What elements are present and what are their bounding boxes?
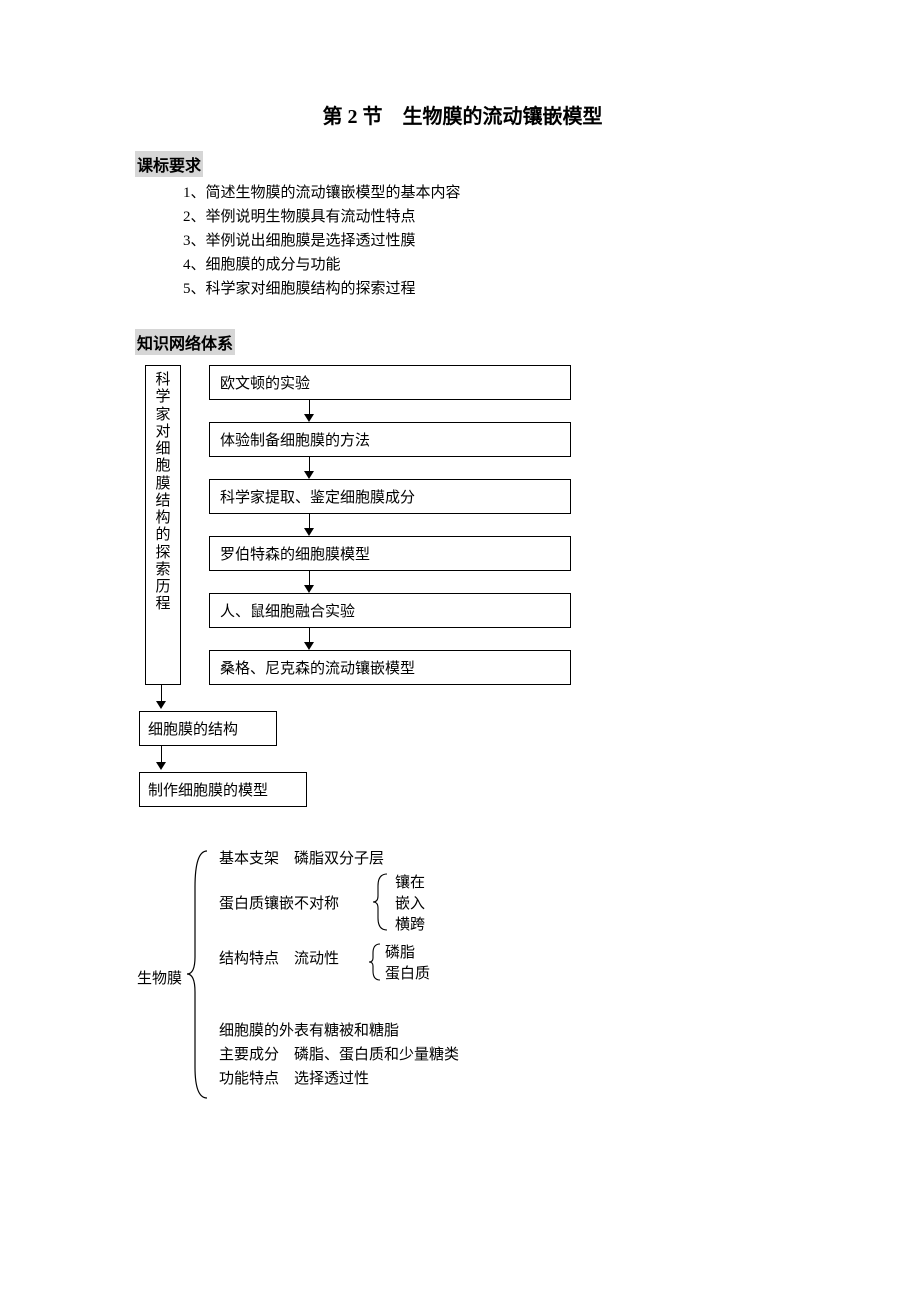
- arrow-down-icon: [145, 746, 179, 772]
- vertical-char: 索: [146, 562, 180, 579]
- flow-bottom-box: 细胞膜的结构: [139, 711, 277, 746]
- tree-node: 结构特点 流动性: [219, 947, 339, 968]
- vertical-char: 细: [146, 441, 180, 458]
- flow-step: 体验制备细胞膜的方法: [209, 422, 571, 457]
- vertical-char: 对: [146, 424, 180, 441]
- vertical-char: 探: [146, 545, 180, 562]
- flow-bottom-box: 制作细胞膜的模型: [139, 772, 307, 807]
- flow-step: 桑格、尼克森的流动镶嵌模型: [209, 650, 571, 685]
- vertical-char: 家: [146, 407, 180, 424]
- tree-node: 细胞膜的外表有糖被和糖脂: [219, 1019, 399, 1040]
- vertical-char: 的: [146, 527, 180, 544]
- arrow-down-icon: [209, 400, 549, 422]
- flow-steps: 欧文顿的实验 体验制备细胞膜的方法 科学家提取、鉴定细胞膜成分 罗伯特森的细胞膜…: [209, 365, 571, 685]
- tree-node: 主要成分 磷脂、蛋白质和少量糖类: [219, 1043, 459, 1064]
- req-list: 1、简述生物膜的流动镶嵌模型的基本内容 2、举例说明生物膜具有流动性特点 3、举…: [183, 181, 790, 301]
- req-item: 3、举例说出细胞膜是选择透过性膜: [183, 229, 790, 253]
- flow-top-row: 科 学 家 对 细 胞 膜 结 构 的 探 索 历 程 欧文顿的实验 体验制备细…: [145, 365, 790, 685]
- flow-step: 人、鼠细胞融合实验: [209, 593, 571, 628]
- flow-step: 科学家提取、鉴定细胞膜成分: [209, 479, 571, 514]
- vertical-char: 结: [146, 493, 180, 510]
- brace-tree: 生物膜 基本支架 磷脂双分子层 蛋白质镶嵌不对称 镶在 嵌入 横跨 结构特点 流…: [137, 847, 790, 1107]
- tree-leaf: 嵌入: [395, 892, 425, 913]
- requirements-section: 课标要求 1、简述生物膜的流动镶嵌模型的基本内容 2、举例说明生物膜具有流动性特…: [135, 151, 790, 301]
- vertical-char: 学: [146, 389, 180, 406]
- vertical-char: 历: [146, 579, 180, 596]
- vertical-char: 胞: [146, 458, 180, 475]
- arrow-down-icon: [209, 514, 549, 536]
- page-root: 第 2 节 生物膜的流动镶嵌模型 课标要求 1、简述生物膜的流动镶嵌模型的基本内…: [0, 0, 920, 1167]
- brace-icon: [367, 941, 385, 983]
- req-item: 5、科学家对细胞膜结构的探索过程: [183, 277, 790, 301]
- vertical-char: 程: [146, 596, 180, 613]
- arrow-down-icon: [209, 571, 549, 593]
- tree-leaf: 镶在: [395, 871, 425, 892]
- tree-node: 功能特点 选择透过性: [219, 1067, 369, 1088]
- tree-node: 基本支架 磷脂双分子层: [219, 847, 384, 868]
- vertical-char: 科: [146, 372, 180, 389]
- vertical-char: 膜: [146, 476, 180, 493]
- brace-icon: [371, 871, 393, 933]
- tree-node: 蛋白质镶嵌不对称: [219, 892, 339, 913]
- network-header: 知识网络体系: [135, 329, 235, 355]
- brace-icon: [185, 847, 215, 1102]
- page-title: 第 2 节 生物膜的流动镶嵌模型: [135, 100, 790, 129]
- arrow-down-icon: [209, 628, 549, 650]
- flow-step: 欧文顿的实验: [209, 365, 571, 400]
- req-header: 课标要求: [135, 151, 203, 177]
- flow-step: 罗伯特森的细胞膜模型: [209, 536, 571, 571]
- arrow-down-icon: [145, 685, 179, 711]
- req-item: 1、简述生物膜的流动镶嵌模型的基本内容: [183, 181, 790, 205]
- tree-leaf: 横跨: [395, 913, 425, 934]
- vertical-label-box: 科 学 家 对 细 胞 膜 结 构 的 探 索 历 程: [145, 365, 181, 685]
- tree-leaf: 蛋白质: [385, 962, 430, 983]
- tree-root-label: 生物膜: [137, 967, 182, 988]
- tree-leaf: 磷脂: [385, 941, 415, 962]
- req-item: 2、举例说明生物膜具有流动性特点: [183, 205, 790, 229]
- req-item: 4、细胞膜的成分与功能: [183, 253, 790, 277]
- vertical-char: 构: [146, 510, 180, 527]
- flowchart: 科 学 家 对 细 胞 膜 结 构 的 探 索 历 程 欧文顿的实验 体验制备细…: [145, 365, 790, 807]
- arrow-down-icon: [209, 457, 549, 479]
